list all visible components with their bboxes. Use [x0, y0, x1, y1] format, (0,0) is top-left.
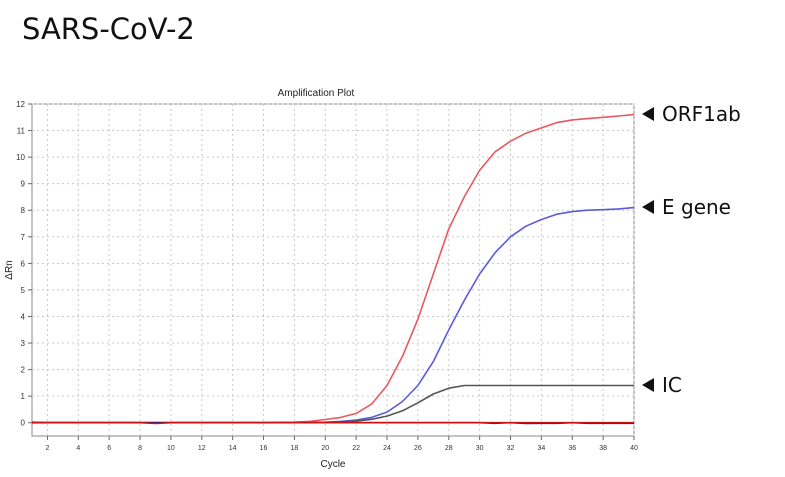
- x-tick-label: 30: [476, 445, 484, 452]
- x-tick-label: 38: [599, 445, 607, 452]
- x-tick-label: 26: [414, 445, 422, 452]
- y-tick-label: 1: [21, 392, 26, 401]
- y-tick-label: 5: [21, 286, 26, 295]
- x-tick-label: 10: [167, 445, 175, 452]
- y-tick-label: 12: [16, 100, 25, 109]
- x-tick-label: 22: [352, 445, 360, 452]
- series-annotation-label: ORF1ab: [662, 101, 741, 126]
- triangle-pointer-icon: [642, 199, 654, 214]
- x-axis-label: Cycle: [320, 459, 345, 470]
- grid-lines: [32, 103, 635, 436]
- y-axis-label: ΔRn: [4, 260, 15, 279]
- series-annotation-label: E gene: [662, 194, 731, 219]
- page-heading: SARS-CoV-2: [22, 12, 195, 46]
- y-tick-label: 3: [21, 339, 26, 348]
- triangle-pointer-icon: [642, 377, 654, 392]
- y-tick-label: 10: [16, 153, 25, 162]
- chart-title: Amplification Plot: [278, 88, 355, 99]
- x-tick-label: 6: [107, 445, 111, 452]
- x-tick-label: 12: [198, 445, 206, 452]
- series-annotation: ORF1ab: [642, 102, 741, 126]
- y-tick-label: 6: [21, 259, 26, 268]
- y-tick-label: 0: [21, 419, 26, 428]
- y-tick-label: 8: [21, 206, 26, 215]
- series-line-4: [31, 421, 634, 425]
- series-annotation: IC: [642, 373, 682, 397]
- x-tick-label: 40: [630, 445, 638, 452]
- x-tick-label: 36: [568, 445, 576, 452]
- series-annotation: E gene: [642, 195, 731, 219]
- x-tick-label: 18: [291, 445, 299, 452]
- series-annotation-label: IC: [662, 372, 682, 397]
- x-tick-label: 4: [76, 445, 80, 452]
- x-tick-label: 8: [138, 445, 142, 452]
- x-tick-label: 34: [537, 445, 545, 452]
- triangle-pointer-icon: [642, 106, 654, 121]
- series-lines: [31, 113, 635, 425]
- y-tick-label: 2: [21, 366, 26, 375]
- x-tick-label: 14: [229, 445, 237, 452]
- x-axis-ticks: 2 4 6 8 10 12 14 16 18 20 22 24 26 28 30 32 34 36 38 40: [45, 436, 638, 452]
- y-tick-label: 11: [17, 127, 26, 136]
- x-tick-label: 2: [45, 445, 49, 452]
- y-tick-label: 7: [21, 233, 26, 242]
- x-tick-label: 20: [321, 445, 329, 452]
- x-tick-label: 28: [445, 445, 453, 452]
- x-tick-label: 32: [507, 445, 515, 452]
- y-tick-label: 9: [21, 180, 26, 189]
- x-tick-label: 24: [383, 445, 391, 452]
- y-tick-label: 4: [21, 312, 26, 321]
- plot-area: [31, 103, 635, 437]
- x-tick-label: 16: [260, 445, 268, 452]
